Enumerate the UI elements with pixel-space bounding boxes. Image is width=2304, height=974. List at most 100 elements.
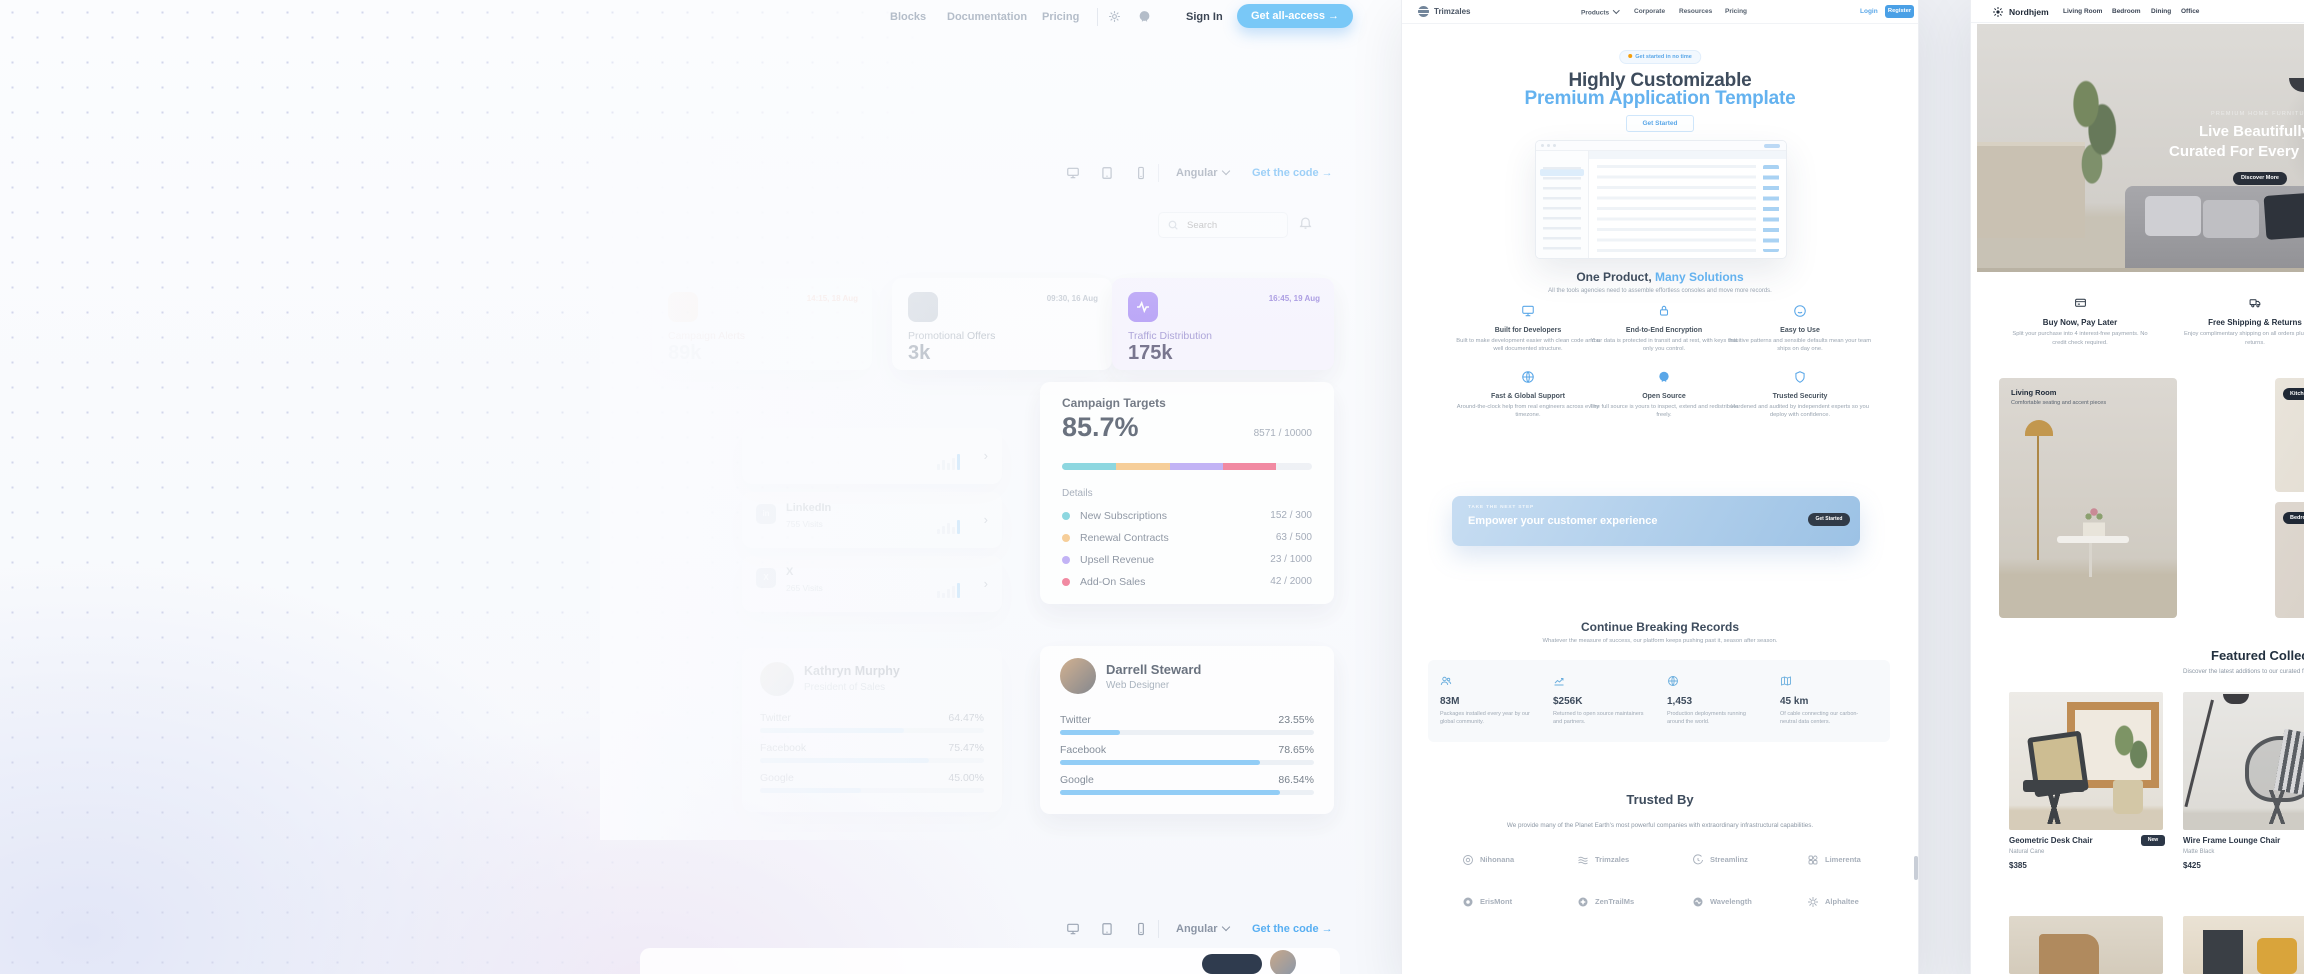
- nav-link-documentation[interactable]: Documentation: [947, 11, 1028, 23]
- category-card-living-room[interactable]: Living Room Comfortable seating and acce…: [1999, 378, 2177, 618]
- monitor-icon: [1521, 304, 1535, 323]
- logo-icon: [1462, 853, 1474, 871]
- hero-shade-overlay: [2181, 24, 2304, 272]
- legend-dot: [1062, 556, 1070, 564]
- social-row[interactable]: ›: [742, 428, 1002, 484]
- bell-icon[interactable]: [1298, 215, 1313, 235]
- top-navbar: Blocks Documentation Pricing Sign In Get…: [0, 0, 1402, 34]
- search-field[interactable]: [1158, 212, 1288, 238]
- register-button[interactable]: Register: [1885, 5, 1914, 18]
- category-card-kitchen[interactable]: Kitchen: [2275, 378, 2304, 492]
- social-name: X: [786, 566, 794, 578]
- feature-buy-now-pay-later: Buy Now, Pay Later Split your purchase i…: [2005, 296, 2155, 347]
- stat-card-traffic-distribution[interactable]: 16:45, 19 Aug Traffic Distribution 175k: [1112, 278, 1334, 370]
- card-title: Campaign Targets: [1062, 396, 1166, 410]
- mobile-icon[interactable]: [1134, 922, 1148, 941]
- nav-item-products[interactable]: Products: [1581, 7, 1620, 17]
- logo-nihonana: Nihonana: [1462, 852, 1574, 868]
- stat-card-promotional-offers[interactable]: 09:30, 16 Aug Promotional Offers 3k: [892, 278, 1112, 370]
- tablet-icon[interactable]: [1100, 166, 1114, 185]
- trimzales-logo[interactable]: [1418, 6, 1429, 17]
- progress-track: [1060, 760, 1314, 765]
- category-card-bedroom[interactable]: Bedroom: [2275, 502, 2304, 618]
- sun-logo-icon[interactable]: [1992, 5, 2004, 23]
- flame-icon: [1628, 54, 1633, 58]
- smile-icon: [1793, 304, 1807, 323]
- product-image-partial[interactable]: [2009, 916, 2163, 974]
- scrollbar-handle[interactable]: [1914, 856, 1918, 880]
- detail-value: 63 / 500: [1275, 532, 1312, 543]
- stat-value: 89k: [668, 342, 702, 364]
- dark-pill-button[interactable]: [1202, 954, 1262, 974]
- settings-icon[interactable]: [1108, 10, 1121, 28]
- brand-name[interactable]: Nordhjem: [2009, 7, 2049, 17]
- nav-item-bedroom[interactable]: Bedroom: [2112, 8, 2141, 15]
- hero-title-line1: Live Beautifully,: [2199, 123, 2304, 140]
- toolbar-divider: [1158, 920, 1159, 938]
- tablet-icon[interactable]: [1100, 922, 1114, 941]
- progress-track: [760, 758, 984, 763]
- stat-card-alerts[interactable]: 14:15, 18 Aug Campaign Alerts 89k: [652, 278, 872, 370]
- get-started-button[interactable]: Get Started: [1626, 115, 1694, 132]
- table-leg: [2089, 543, 2092, 577]
- banner-get-started-button[interactable]: Get Started: [1808, 513, 1850, 526]
- progress-fill: [1060, 760, 1260, 765]
- sign-in-link[interactable]: Sign In: [1186, 11, 1223, 23]
- github-icon: [1657, 370, 1671, 389]
- hero-badge[interactable]: Get started in no time: [1619, 50, 1701, 64]
- login-link[interactable]: Login: [1860, 8, 1878, 15]
- brand-name[interactable]: Trimzales: [1434, 7, 1471, 16]
- mobile-icon[interactable]: [1134, 166, 1148, 185]
- profile-card-kathryn: Kathryn Murphy President of Sales Twitte…: [742, 648, 1002, 812]
- product-price: $385: [2009, 861, 2027, 870]
- campaign-percent: 85.7%: [1062, 412, 1139, 442]
- campaign-targets-card: Campaign Targets 85.7% 8571 / 10000 Deta…: [1040, 382, 1334, 604]
- framework-select[interactable]: Angular: [1176, 922, 1230, 935]
- globe-icon: [1667, 674, 1679, 691]
- discover-more-button[interactable]: Discover More: [2233, 172, 2287, 185]
- product-name[interactable]: Geometric Desk Chair: [2009, 836, 2093, 845]
- chair-seat: [2023, 780, 2085, 792]
- hero-image: PREMIUM HOME FURNITURE Live Beautifully,…: [1977, 24, 2304, 272]
- nav-link-pricing[interactable]: Pricing: [1042, 11, 1080, 23]
- desktop-icon[interactable]: [1066, 166, 1080, 185]
- framework-select[interactable]: Angular: [1176, 166, 1230, 179]
- logo-wavelength: Wavelength: [1692, 894, 1804, 910]
- search-input[interactable]: [1185, 213, 1284, 237]
- product-variant: Natural Cane: [2009, 849, 2045, 855]
- pot: [2113, 780, 2143, 814]
- detail-value: 152 / 300: [1270, 510, 1312, 521]
- product-image-wire-frame-lounge-chair[interactable]: [2183, 692, 2304, 830]
- get-the-code-link[interactable]: Get the code →: [1252, 167, 1333, 179]
- detail-value: 42 / 2000: [1270, 576, 1312, 587]
- get-the-code-link[interactable]: Get the code →: [1252, 923, 1333, 935]
- logo-alphaltee: Alphaltee: [1807, 894, 1918, 910]
- nav-item-office[interactable]: Office: [2181, 8, 2200, 15]
- get-all-access-button[interactable]: Get all-access →: [1237, 4, 1354, 28]
- chevron-right-icon[interactable]: ›: [983, 576, 988, 591]
- nav-item-living-room[interactable]: Living Room: [2063, 8, 2103, 15]
- nav-item-pricing[interactable]: Pricing: [1725, 8, 1748, 15]
- product-image-partial[interactable]: [2183, 916, 2304, 974]
- chevron-right-icon[interactable]: ›: [983, 448, 988, 463]
- nav-item-corporate[interactable]: Corporate: [1634, 8, 1666, 15]
- product-image-geometric-desk-chair[interactable]: [2009, 692, 2163, 830]
- product-price: $425: [2183, 861, 2201, 870]
- template-panel-nordhjem: Nordhjem Living Room Bedroom Dining Offi…: [1971, 0, 2304, 974]
- desktop-icon[interactable]: [1066, 922, 1080, 941]
- chevron-right-icon[interactable]: ›: [983, 512, 988, 527]
- nav-item-resources[interactable]: Resources: [1679, 8, 1713, 15]
- social-row-x[interactable]: X X 265 Visits ›: [742, 556, 1002, 612]
- progress-fill: [760, 758, 930, 763]
- preview-toolbar-bottom: Angular Get the code →: [0, 920, 1402, 940]
- social-row-linkedin[interactable]: in LinkedIn 755 Visits ›: [742, 492, 1002, 548]
- product-name[interactable]: Wire Frame Lounge Chair: [2183, 836, 2281, 845]
- campaign-detail-row: New Subscriptions 152 / 300: [1062, 509, 1312, 523]
- cushion-mid: [2203, 200, 2259, 238]
- avatar[interactable]: [1270, 950, 1296, 974]
- category-chip: Kitchen: [2283, 388, 2304, 400]
- github-icon[interactable]: [1138, 10, 1151, 28]
- lamp-pole: [2037, 434, 2039, 560]
- nav-item-dining[interactable]: Dining: [2151, 8, 2172, 15]
- nav-link-blocks[interactable]: Blocks: [890, 11, 927, 23]
